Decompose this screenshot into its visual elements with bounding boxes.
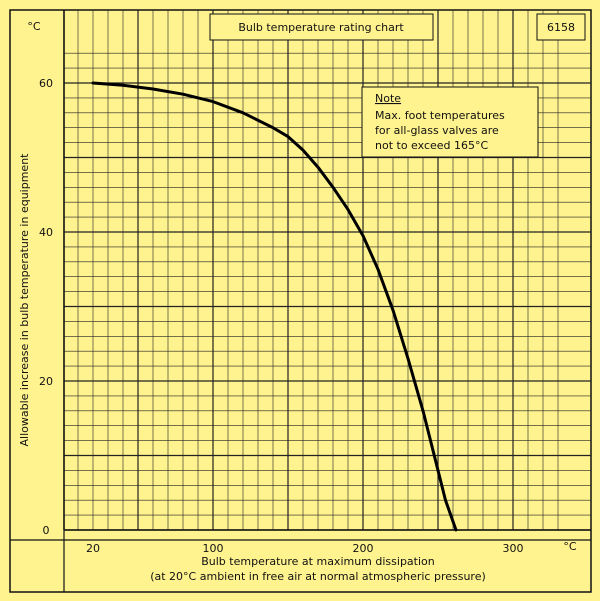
rating-curve: [91, 81, 458, 532]
note-line-2: for all-glass valves are: [375, 124, 499, 137]
y-tick-label: 40: [39, 226, 53, 239]
y-axis-label: Allowable increase in bulb temperature i…: [18, 153, 31, 447]
x-tick-label: 200: [353, 542, 374, 555]
chart-title: Bulb temperature rating chart: [238, 21, 404, 34]
x-unit-label: °C: [563, 540, 577, 553]
x-tick-label: 20: [86, 542, 100, 555]
note-line-1: Max. foot temperatures: [375, 109, 505, 122]
x-tick-label: 300: [503, 542, 524, 555]
x-axis-note: (at 20°C ambient in free air at normal a…: [150, 570, 486, 583]
title-box: [209, 13, 434, 41]
axis-lines: [10, 10, 591, 592]
x-axis-label: Bulb temperature at maximum dissipation: [201, 555, 435, 568]
y-tick-label: 0: [43, 524, 50, 537]
figure-number-box: [536, 13, 586, 41]
chart-border: [9, 9, 592, 593]
note-box: [361, 86, 539, 158]
series-layer: [91, 81, 458, 532]
note-heading: Note: [375, 92, 401, 105]
tick-labels: 20 100 200 300 0 20 40 60: [39, 77, 524, 555]
y-tick-label: 60: [39, 77, 53, 90]
note-line-3: not to exceed 165°C: [375, 139, 488, 152]
y-unit-label: °C: [27, 20, 41, 33]
x-tick-label: 100: [203, 542, 224, 555]
y-tick-label: 20: [39, 375, 53, 388]
figure-number: 6158: [547, 21, 575, 34]
